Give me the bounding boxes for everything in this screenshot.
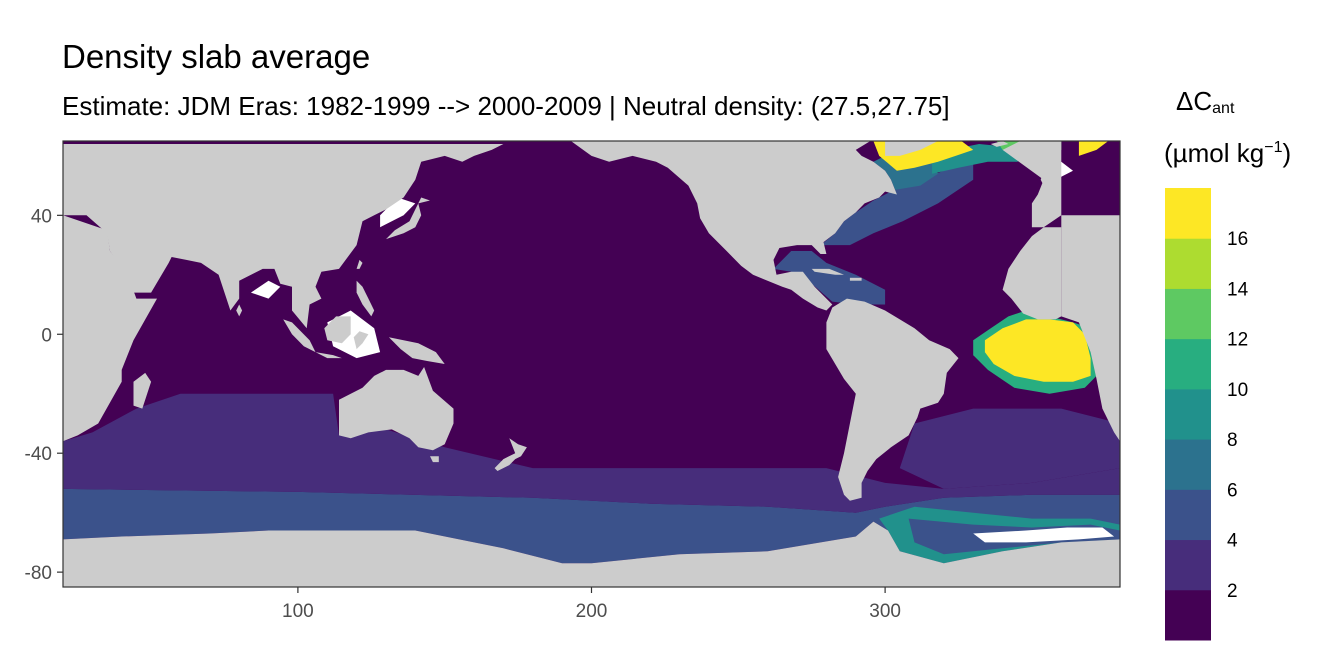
land-south-america <box>826 298 959 501</box>
x-tick-label-200: 200 <box>576 601 608 622</box>
y-tick-label--80: -80 <box>25 563 52 584</box>
ocean-zone-southern-band-3to5 <box>63 488 1120 564</box>
legend-key-14-16 <box>1165 238 1211 289</box>
no-data-japan-sea-gap <box>380 197 416 228</box>
land-new-zealand <box>494 438 527 471</box>
land-iceland <box>990 141 1009 147</box>
legend-unit-suffix: ) <box>1282 138 1292 168</box>
legend-title-main: ΔC <box>1176 86 1213 116</box>
legend-key-6-8 <box>1165 439 1211 490</box>
legend-key-12-14 <box>1165 288 1211 340</box>
land-uk <box>1040 161 1056 186</box>
legend-tick-label-4: 4 <box>1227 531 1238 552</box>
map-layer <box>63 141 1120 587</box>
land-japan <box>386 197 430 240</box>
legend-tick-label-16: 16 <box>1227 229 1248 250</box>
land-hudson-mask <box>797 155 833 174</box>
land-africa-east <box>1002 227 1062 320</box>
land-sumatra <box>283 319 316 353</box>
legend-tick-label-8: 8 <box>1227 430 1238 451</box>
legend-key-16-18 <box>1165 188 1211 239</box>
land-africa-wrap <box>1061 215 1120 442</box>
land-greenland <box>885 141 938 156</box>
land-arabia-gulf-mask <box>145 251 169 263</box>
legend-tick-label-6: 6 <box>1227 480 1238 501</box>
ocean-zone-nw-atlantic-coast <box>820 161 974 246</box>
chart-title: Density slab average <box>62 38 371 75</box>
land-tasmania <box>430 456 439 463</box>
legend-unit-prefix: (µmol kg <box>1164 138 1265 168</box>
land-philippines <box>356 280 375 317</box>
land-cuba <box>811 268 844 275</box>
legend-tick-label-12: 12 <box>1227 330 1248 351</box>
y-tick-label-0: 0 <box>41 325 52 346</box>
ocean-zone-equatorial-atlantic-core <box>984 319 1091 382</box>
ocean-zone-nordic-yellow <box>1078 141 1109 156</box>
land-eurasia <box>63 144 504 329</box>
legend-tick-label-2: 2 <box>1227 581 1238 602</box>
land-antarctica <box>63 521 1120 587</box>
legend-unit-exponent: −1 <box>1264 139 1283 156</box>
no-data-weddell-gap <box>973 527 1115 543</box>
x-tick-label-100: 100 <box>282 601 314 622</box>
land-new-guinea <box>388 337 445 364</box>
ocean-zone-atlantic-south-band <box>899 408 1120 489</box>
land-madagascar <box>133 372 152 409</box>
legend-key-0-2 <box>1165 589 1211 641</box>
land-java <box>315 352 342 359</box>
legend-tick-label-14: 14 <box>1227 279 1249 300</box>
chart-subtitle: Estimate: JDM Eras: 1982-1999 --> 2000-2… <box>62 91 950 121</box>
no-data-bay-of-bengal-gap <box>250 280 281 299</box>
land-north-america <box>570 141 897 311</box>
x-tick-label-300: 300 <box>869 601 901 622</box>
legend-title: ΔCant <box>1176 88 1234 117</box>
legend-unit: (µmol kg−1) <box>1164 138 1292 168</box>
legend-tick-label-10: 10 <box>1227 380 1248 401</box>
y-tick-label--40: -40 <box>25 444 52 465</box>
ocean-zone-caribbean-gulf <box>773 251 886 305</box>
land-sri-lanka <box>236 304 243 317</box>
land-africa <box>63 215 157 442</box>
land-borneo <box>324 316 351 344</box>
legend-key-4-6 <box>1165 489 1211 541</box>
legend-key-8-10 <box>1165 388 1211 440</box>
land-sulawesi <box>353 331 369 350</box>
y-tick-label-40: 40 <box>31 206 52 227</box>
land-australia <box>339 367 454 451</box>
legend-title-sub: ant <box>1212 100 1235 117</box>
land-taiwan <box>356 259 363 269</box>
land-hispaniola <box>849 277 862 281</box>
legend-key-2-4 <box>1165 539 1211 591</box>
legend-key-10-12 <box>1165 338 1211 390</box>
